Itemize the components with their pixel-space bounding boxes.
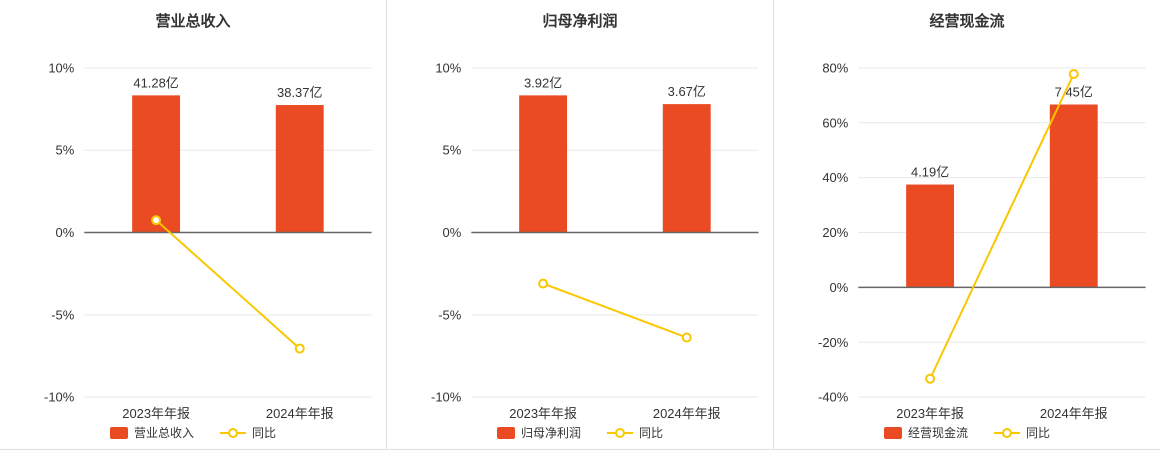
line-marker-icon (615, 427, 625, 438)
bar-swatch-icon (496, 426, 515, 439)
bar-swatch-icon (109, 426, 128, 439)
bar-value-label: 4.19亿 (911, 165, 949, 180)
y-axis-tick-label: -40% (818, 390, 849, 405)
bar (519, 95, 568, 233)
bar (906, 184, 955, 288)
legend-net-profit: 归母净利润 同比 (387, 424, 773, 449)
legend-item-bar[interactable]: 营业总收入 (109, 424, 194, 441)
legend-item-bar[interactable]: 经营现金流 (883, 424, 968, 441)
bar-value-label: 41.28亿 (133, 75, 178, 90)
trend-point (538, 278, 549, 289)
trend-point (151, 215, 162, 226)
y-axis-tick-label: 80% (822, 60, 848, 75)
bar-value-label: 38.37亿 (277, 85, 322, 100)
line-swatch-icon (607, 427, 633, 438)
y-axis-tick-label: 0% (56, 225, 75, 240)
legend-label-bar: 营业总收入 (133, 426, 194, 441)
bar (662, 104, 711, 233)
y-axis-tick-label: 0% (830, 280, 849, 295)
net-profit-chart: -10% -5% 0% 5% 10% 3.92亿 3.67亿 2023年年报 2024年年报 (431, 60, 759, 421)
y-axis-tick-label: 10% (435, 60, 461, 75)
legend-label-bar: 经营现金流 (907, 426, 968, 441)
legend-item-line[interactable]: 同比 (607, 424, 663, 441)
bar-value-label: 3.92亿 (524, 75, 562, 90)
y-axis-tick-label: -20% (818, 335, 849, 350)
panel-revenue: 营业总收入 -10% -5% 0% 5% 10% 41.28亿 38.37亿 2023年年报 2… (0, 0, 387, 449)
legend-item-bar[interactable]: 归母净利润 (496, 424, 581, 441)
x-axis-category-label: 2023年年报 (896, 406, 964, 421)
trend-point (294, 343, 305, 354)
chart-title-cash-flow: 经营现金流 (929, 13, 1005, 30)
y-axis-tick-label: 5% (56, 143, 75, 158)
y-axis-tick-label: -10% (44, 390, 75, 405)
bar-value-label: 7.45亿 (1055, 85, 1093, 100)
y-axis-tick-label: 0% (443, 225, 462, 240)
legend-label-line: 同比 (1026, 426, 1051, 441)
revenue-chart: -10% -5% 0% 5% 10% 41.28亿 38.37亿 2023年年报 2024年年报 (44, 60, 372, 421)
y-axis-tick-label: 60% (822, 115, 848, 130)
y-axis-tick-label: -5% (51, 307, 75, 322)
trend-point (925, 373, 936, 384)
chart-title-net-profit: 归母净利润 (542, 13, 618, 30)
trend-line (929, 73, 1075, 380)
y-axis-tick-label: -5% (438, 307, 462, 322)
y-axis-tick-label: 40% (822, 170, 848, 185)
y-axis-tick-label: 20% (822, 225, 848, 240)
cash-flow-chart: -40% -20% 0% 20% 40% 60% 80% 4.19亿 7.45亿 2023年年报 2… (818, 60, 1146, 421)
line-marker-icon (228, 427, 238, 438)
trend-point (681, 332, 692, 343)
y-axis-tick-label: 5% (443, 143, 462, 158)
panel-net-profit: 归母净利润 -10% -5% 0% 5% 10% 3.92亿 3.67亿 2023年年报 202… (387, 0, 774, 449)
chart-title-revenue: 营业总收入 (155, 13, 231, 30)
x-axis-category-label: 2024年年报 (266, 406, 334, 421)
legend-label-line: 同比 (639, 426, 664, 441)
x-axis-category-label: 2023年年报 (122, 406, 190, 421)
y-axis-tick-label: 10% (48, 60, 74, 75)
x-axis-category-label: 2024年年报 (1040, 406, 1108, 421)
bar-value-label: 3.67亿 (668, 84, 706, 99)
x-axis-category-label: 2024年年报 (653, 406, 721, 421)
panel-cash-flow: 经营现金流 -40% -20% 0% 20% 40% 60% 80% 4.19亿 7.45亿 20… (774, 0, 1160, 449)
bar (132, 95, 181, 233)
bar-swatch-icon (883, 426, 902, 439)
line-marker-icon (1002, 427, 1012, 438)
line-swatch-icon (994, 427, 1020, 438)
legend-revenue: 营业总收入 同比 (0, 424, 386, 449)
legend-item-line[interactable]: 同比 (994, 424, 1050, 441)
trend-line (542, 282, 688, 339)
line-swatch-icon (220, 427, 246, 438)
legend-cash-flow: 经营现金流 同比 (774, 424, 1160, 449)
bar (1049, 104, 1098, 288)
trend-point (1068, 68, 1079, 79)
legend-item-line[interactable]: 同比 (220, 424, 276, 441)
legend-label-bar: 归母净利润 (520, 426, 581, 441)
bar (275, 105, 324, 233)
legend-label-line: 同比 (252, 426, 277, 441)
y-axis-tick-label: -10% (431, 390, 462, 405)
trend-line (155, 219, 301, 350)
x-axis-category-label: 2023年年报 (509, 406, 577, 421)
